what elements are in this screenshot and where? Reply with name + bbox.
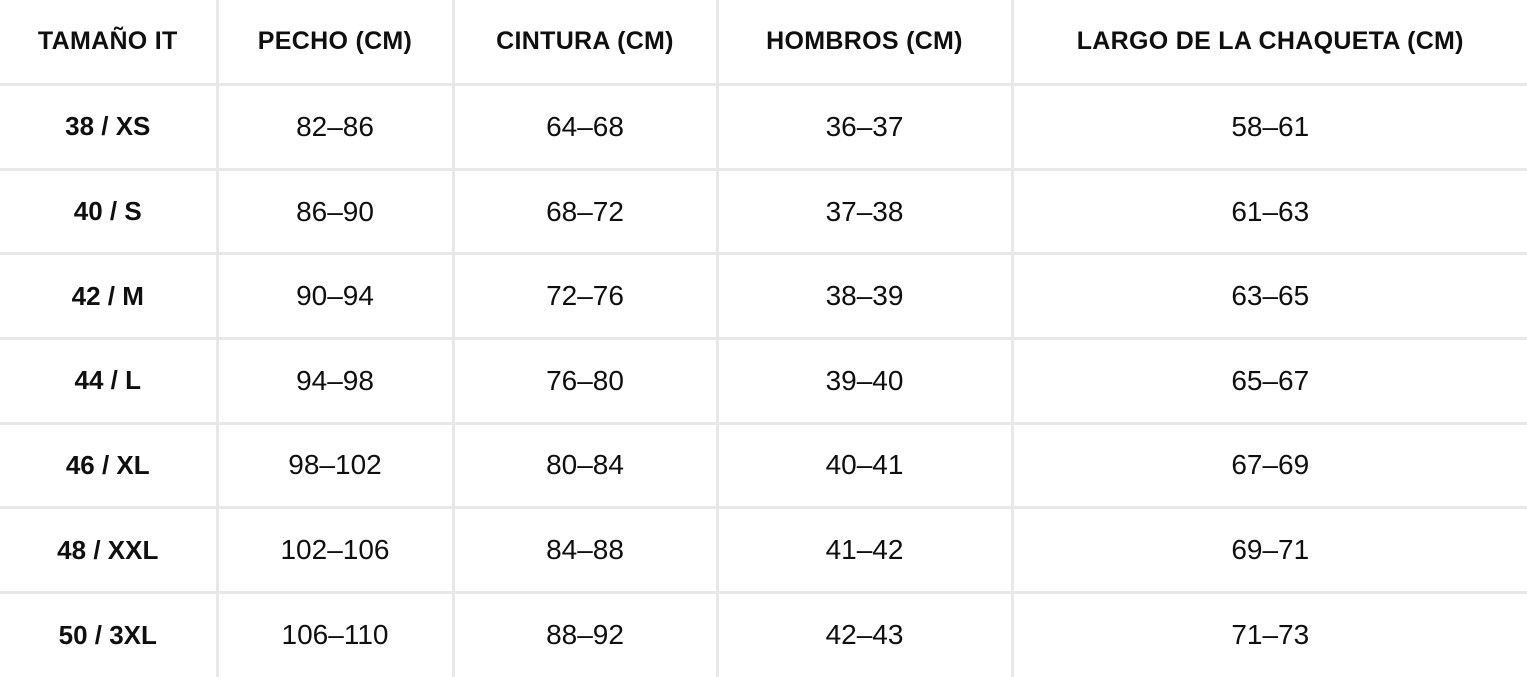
- chest-cell: 90–94: [217, 253, 455, 339]
- waist-cell: 88–92: [453, 592, 719, 677]
- table-row: 48 / XXL 102–106 84–88 41–42 69–71: [0, 507, 1527, 593]
- chest-cell: 94–98: [217, 338, 455, 424]
- shoulders-cell: 42–43: [717, 592, 1014, 677]
- waist-cell: 80–84: [453, 423, 719, 508]
- size-cell: 40 / S: [0, 169, 219, 254]
- chest-cell: 86–90: [217, 169, 455, 254]
- column-header-shoulders: HOMBROS (CM): [717, 0, 1014, 85]
- chest-cell: 98–102: [217, 423, 455, 508]
- size-cell: 46 / XL: [0, 423, 219, 508]
- jacket-length-cell: 58–61: [1231, 110, 1310, 142]
- jacket-length-cell: 69–71: [1231, 534, 1310, 566]
- jacket-length-cell: 63–65: [1231, 280, 1310, 312]
- table-row: 46 / XL 98–102 80–84 40–41 67–69: [0, 423, 1527, 508]
- jacket-length-cell: 71–73: [1231, 619, 1310, 651]
- column-header-jacket-length: LARGO DE LA CHAQUETA (CM): [1076, 27, 1464, 56]
- waist-cell: 72–76: [453, 253, 719, 339]
- size-cell: 38 / XS: [0, 84, 219, 170]
- shoulders-cell: 39–40: [717, 338, 1014, 424]
- chest-cell: 82–86: [217, 84, 455, 170]
- column-header-waist: CINTURA (CM): [453, 0, 719, 85]
- waist-cell: 64–68: [453, 84, 719, 170]
- shoulders-cell: 38–39: [717, 253, 1014, 339]
- shoulders-cell: 41–42: [717, 507, 1014, 593]
- size-cell: 50 / 3XL: [0, 592, 219, 677]
- column-header-chest: PECHO (CM): [217, 0, 455, 85]
- table-row: 40 / S 86–90 68–72 37–38 61–63: [0, 169, 1527, 254]
- waist-cell: 84–88: [453, 507, 719, 593]
- jacket-length-cell: 67–69: [1231, 449, 1310, 481]
- size-cell: 42 / M: [0, 253, 219, 339]
- header-row: TAMAÑO IT PECHO (CM) CINTURA (CM) HOMBRO…: [0, 0, 1527, 85]
- shoulders-cell: 36–37: [717, 84, 1014, 170]
- shoulders-cell: 40–41: [717, 423, 1014, 508]
- table-row: 44 / L 94–98 76–80 39–40 65–67: [0, 338, 1527, 424]
- size-cell: 48 / XXL: [0, 507, 219, 593]
- table-row: 38 / XS 82–86 64–68 36–37 58–61: [0, 84, 1527, 170]
- chest-cell: 106–110: [217, 592, 455, 677]
- shoulders-cell: 37–38: [717, 169, 1014, 254]
- column-header-size: TAMAÑO IT: [0, 0, 219, 85]
- waist-cell: 68–72: [453, 169, 719, 254]
- waist-cell: 76–80: [453, 338, 719, 424]
- jacket-length-cell: 65–67: [1231, 364, 1310, 396]
- chest-cell: 102–106: [217, 507, 455, 593]
- table-row: 42 / M 90–94 72–76 38–39 63–65: [0, 253, 1527, 339]
- size-cell: 44 / L: [0, 338, 219, 424]
- table-row: 50 / 3XL 106–110 88–92 42–43 71–73: [0, 592, 1527, 677]
- jacket-length-cell: 61–63: [1231, 195, 1310, 227]
